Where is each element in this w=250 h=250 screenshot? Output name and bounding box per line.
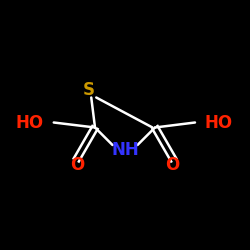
Text: O: O — [70, 156, 85, 174]
Text: HO: HO — [205, 114, 233, 132]
Text: HO: HO — [16, 114, 44, 132]
Text: S: S — [83, 81, 95, 99]
Text: O: O — [166, 156, 179, 174]
Text: NH: NH — [111, 141, 139, 159]
